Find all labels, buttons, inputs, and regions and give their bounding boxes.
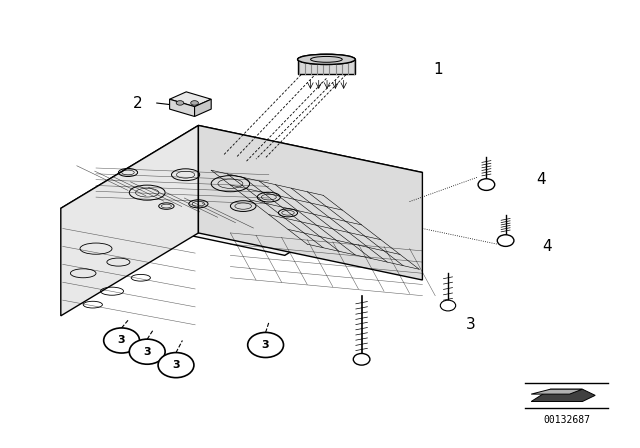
Ellipse shape	[298, 54, 355, 65]
Circle shape	[353, 353, 370, 365]
Text: 00132687: 00132687	[543, 415, 590, 425]
Circle shape	[158, 353, 194, 378]
Circle shape	[497, 235, 514, 246]
Text: 3: 3	[118, 336, 125, 345]
Circle shape	[478, 179, 495, 190]
Text: 3: 3	[262, 340, 269, 350]
Polygon shape	[531, 389, 595, 401]
Polygon shape	[298, 60, 355, 74]
Polygon shape	[195, 99, 211, 116]
Ellipse shape	[191, 101, 198, 105]
Polygon shape	[198, 125, 422, 280]
Circle shape	[129, 339, 165, 364]
Text: 3: 3	[465, 317, 476, 332]
Polygon shape	[170, 92, 211, 107]
Text: 4: 4	[536, 172, 546, 187]
Circle shape	[104, 328, 140, 353]
Text: 3: 3	[143, 347, 151, 357]
Circle shape	[440, 300, 456, 311]
Circle shape	[248, 332, 284, 358]
Ellipse shape	[176, 101, 184, 105]
Polygon shape	[531, 389, 582, 394]
Text: 2: 2	[132, 95, 143, 111]
Ellipse shape	[298, 54, 355, 65]
Polygon shape	[170, 99, 195, 116]
Polygon shape	[61, 125, 422, 255]
Polygon shape	[61, 125, 198, 316]
Text: 4: 4	[542, 239, 552, 254]
Text: 3: 3	[172, 360, 180, 370]
Text: 1: 1	[433, 62, 444, 77]
